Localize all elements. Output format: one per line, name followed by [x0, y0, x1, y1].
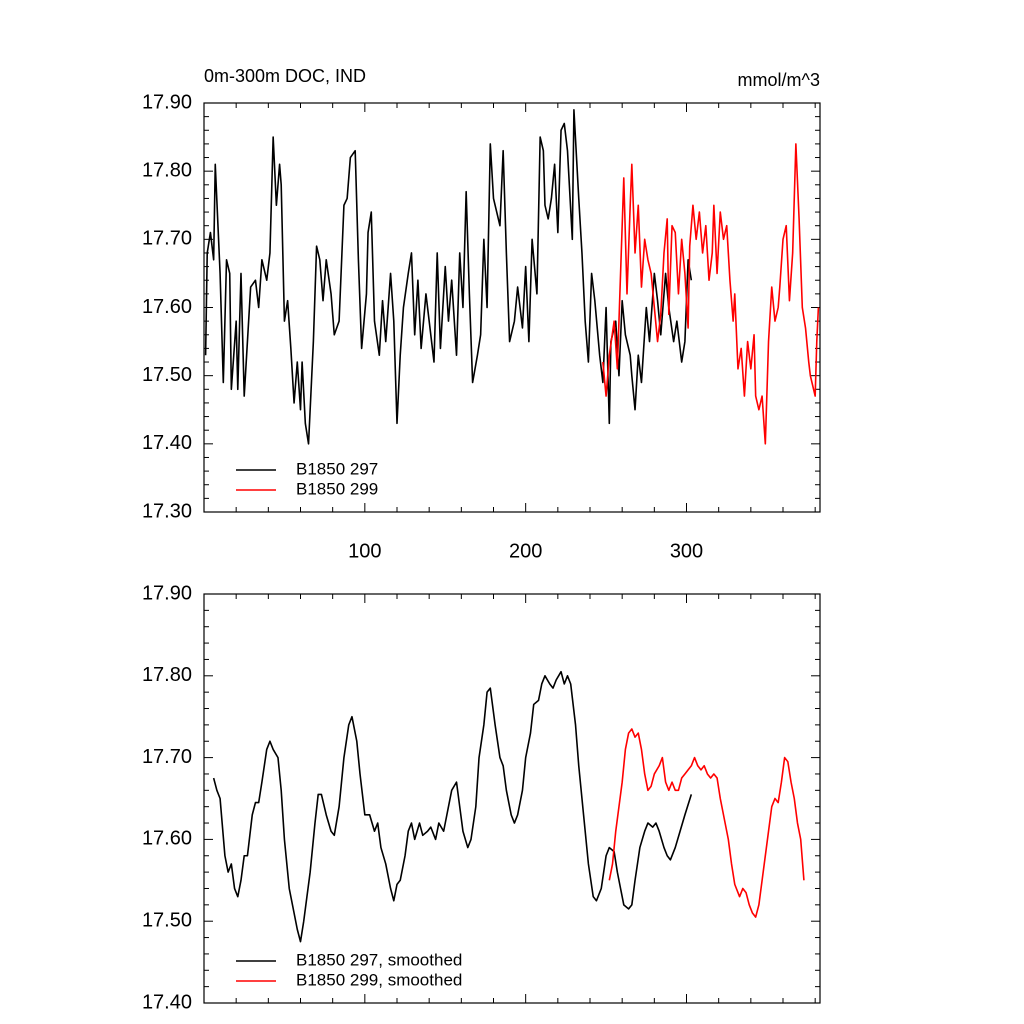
y-tick-label: 17.50 — [142, 909, 192, 931]
series-line — [204, 109, 693, 445]
y-tick-label: 17.60 — [142, 828, 192, 850]
units-label: mmol/m^3 — [738, 70, 820, 90]
y-tick-label: 17.30 — [142, 500, 192, 522]
y-tick-label: 17.40 — [142, 432, 192, 454]
chart-title: 0m-300m DOC, IND — [204, 66, 366, 86]
series-line — [602, 143, 820, 445]
x-tick-label: 300 — [670, 540, 703, 562]
legend-label: B1850 297, smoothed — [296, 950, 462, 969]
plot-frame — [203, 102, 821, 513]
y-tick-label: 17.90 — [142, 582, 192, 604]
y-tick-label: 17.70 — [142, 746, 192, 768]
y-tick-label: 17.70 — [142, 228, 192, 250]
x-tick-label: 100 — [348, 540, 381, 562]
y-tick-label: 17.60 — [142, 296, 192, 318]
series-line — [608, 728, 805, 918]
x-tick-label: 200 — [509, 540, 542, 562]
y-tick-label: 17.80 — [142, 664, 192, 686]
y-tick-label: 17.40 — [142, 991, 192, 1013]
y-tick-label: 17.90 — [142, 91, 192, 113]
legend-label: B1850 299 — [296, 479, 378, 498]
legend-label: B1850 299, smoothed — [296, 970, 462, 989]
y-tick-label: 17.50 — [142, 364, 192, 386]
plot-frame — [203, 593, 821, 1004]
y-tick-label: 17.80 — [142, 159, 192, 181]
legend-label: B1850 297 — [296, 459, 378, 478]
series-line — [212, 670, 693, 943]
